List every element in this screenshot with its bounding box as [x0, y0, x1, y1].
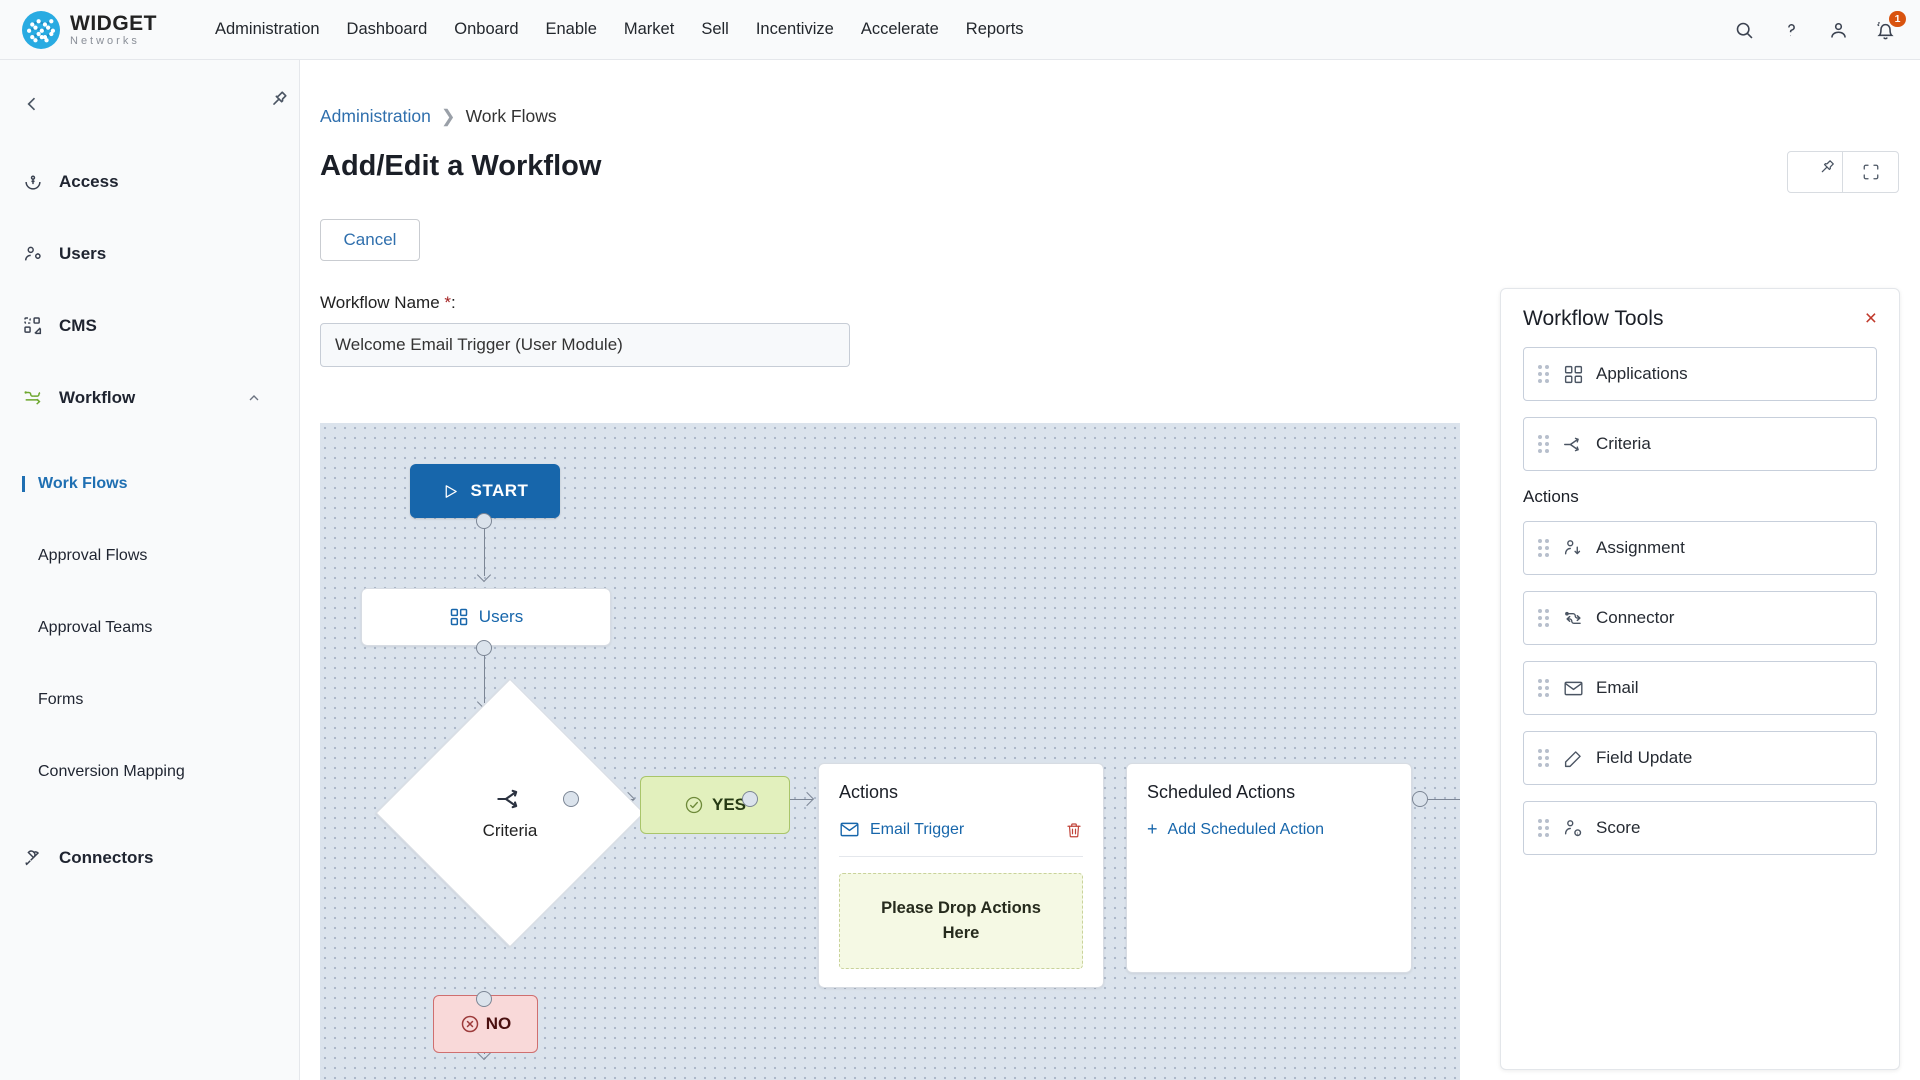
svg-text:1: 1	[1577, 831, 1579, 835]
